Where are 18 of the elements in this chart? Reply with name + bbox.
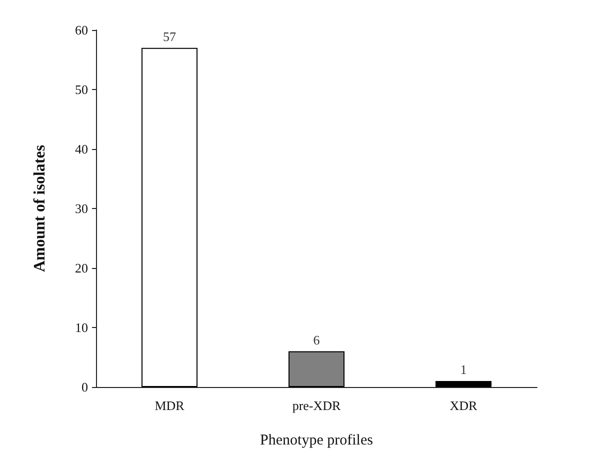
y-tick-label: 10	[75, 320, 88, 335]
y-tick-label: 0	[82, 380, 88, 394]
bar	[436, 381, 492, 387]
bar	[288, 351, 344, 387]
y-tick-label: 50	[75, 82, 88, 97]
y-tick-label: 60	[75, 22, 88, 38]
y-tick-label: 40	[75, 142, 88, 156]
x-axis-title: Phenotype profiles	[260, 432, 374, 448]
data-label: 6	[313, 332, 320, 348]
x-tick-label: MDR	[154, 398, 185, 413]
bar	[142, 48, 198, 387]
y-axis-title: Amount of isolates	[32, 144, 48, 272]
data-label: 1	[460, 362, 467, 378]
data-label: 57	[163, 28, 176, 44]
y-tick-label: 20	[75, 260, 88, 276]
y-tick-label: 30	[75, 201, 88, 216]
x-tick-label: pre-XDR	[292, 398, 342, 413]
x-tick-label: XDR	[450, 398, 478, 413]
